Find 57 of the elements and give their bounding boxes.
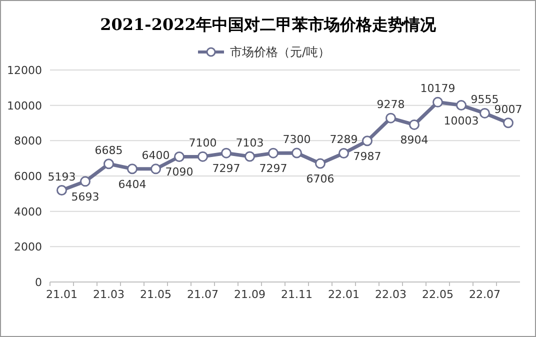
y-tick-label: 0 xyxy=(35,276,42,289)
x-tick-label: 22.05 xyxy=(422,288,454,301)
data-label: 7300 xyxy=(282,133,311,146)
data-label: 7297 xyxy=(259,162,288,176)
y-tick-label: 4000 xyxy=(14,205,42,218)
y-tick-label: 2000 xyxy=(14,240,42,254)
point xyxy=(338,148,349,158)
point xyxy=(244,151,255,162)
data-label: 7103 xyxy=(236,136,264,150)
x-tick-label: 21.01 xyxy=(46,288,78,301)
point xyxy=(198,151,208,162)
point xyxy=(174,151,184,162)
point xyxy=(221,148,232,158)
data-label: 6400 xyxy=(142,148,170,162)
data-label: 6706 xyxy=(306,172,334,186)
data-label: 9278 xyxy=(376,98,405,112)
point xyxy=(104,158,114,170)
point xyxy=(80,176,90,187)
data-label: 10179 xyxy=(420,82,456,96)
x-tick-label: 21.05 xyxy=(140,288,172,301)
point xyxy=(503,118,514,128)
data-label: 5193 xyxy=(48,170,76,184)
point xyxy=(56,185,67,196)
point xyxy=(409,119,420,130)
x-tick-label: 21.09 xyxy=(234,288,266,301)
data-label: 6685 xyxy=(94,144,123,157)
legend-label: 市场价格（元/吨） xyxy=(230,45,330,59)
data-label: 7090 xyxy=(165,166,194,179)
x-tick-label: 22.03 xyxy=(375,288,406,301)
data-label: 7289 xyxy=(330,133,358,146)
data-label: 7100 xyxy=(188,136,217,150)
data-label: 5693 xyxy=(71,190,100,204)
point xyxy=(292,148,302,158)
x-tick-label: 21.03 xyxy=(93,288,124,301)
point xyxy=(150,164,161,174)
point xyxy=(315,158,326,169)
point xyxy=(386,112,396,124)
point xyxy=(127,164,138,174)
x-tick-label: 22.01 xyxy=(328,288,360,301)
data-label: 7297 xyxy=(212,162,240,176)
point xyxy=(268,148,278,158)
x-tick-label: 21.07 xyxy=(187,288,218,301)
data-label: 10003 xyxy=(444,114,479,128)
y-tick-label: 6000 xyxy=(14,170,42,183)
y-tick-label: 10000 xyxy=(7,99,42,112)
x-tick-label: 21.11 xyxy=(281,288,312,301)
x-tick-label: 22.07 xyxy=(469,288,500,301)
data-label: 6404 xyxy=(118,178,146,191)
point xyxy=(432,96,443,108)
point xyxy=(480,108,490,118)
data-label: 8904 xyxy=(400,134,428,147)
chart-title: 2021-2022年中国对二甲苯市场价格走势情况 xyxy=(100,15,437,34)
data-label: 7987 xyxy=(353,150,382,163)
y-tick-label: 8000 xyxy=(14,134,42,148)
point xyxy=(456,100,466,111)
y-tick-label: 12000 xyxy=(7,64,42,77)
point xyxy=(362,136,372,146)
